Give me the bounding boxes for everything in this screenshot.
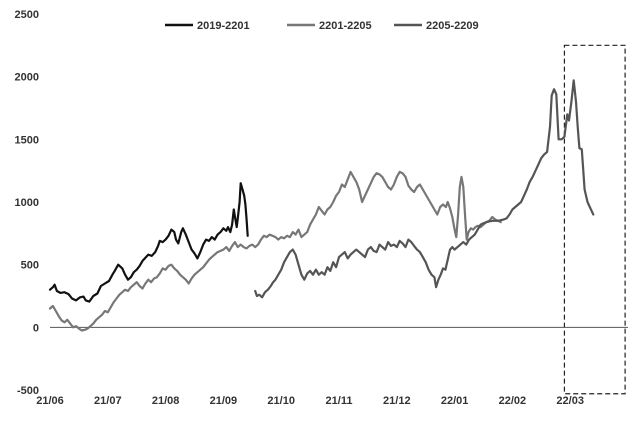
legend-item: 2205-2209 xyxy=(394,20,479,32)
y-axis-ticks: -500 0 500 1000 1500 2000 2500 xyxy=(15,9,39,397)
x-tick-label: 21/10 xyxy=(267,395,295,407)
x-tick-label: 22/03 xyxy=(556,395,584,407)
y-tick-label: 2000 xyxy=(15,72,39,84)
series-line-2205-2209 xyxy=(254,79,595,299)
x-tick-label: 21/12 xyxy=(383,395,411,407)
highlight-box-group xyxy=(563,44,626,395)
legend-item: 2201-2205 xyxy=(287,20,372,32)
chart-legend: 2019-2201 2201-2205 2205-2209 xyxy=(165,20,479,32)
x-tick-label: 21/08 xyxy=(152,395,180,407)
legend-item: 2019-2201 xyxy=(165,20,250,32)
series-lines-group xyxy=(48,79,595,332)
y-tick-label: 1000 xyxy=(15,197,39,209)
x-tick-label: 22/02 xyxy=(499,395,527,407)
x-tick-label: 21/11 xyxy=(326,395,353,407)
y-tick-label: -500 xyxy=(17,385,39,397)
legend-label: 2205-2209 xyxy=(426,20,479,32)
x-tick-label: 22/01 xyxy=(441,395,469,407)
x-tick-label: 21/06 xyxy=(36,395,64,407)
series-line-2201-2205 xyxy=(48,170,502,332)
x-tick-label: 21/07 xyxy=(94,395,122,407)
y-tick-label: 0 xyxy=(33,322,39,334)
x-axis-ticks: 21/06 21/07 21/08 21/09 21/10 21/11 21/12 22/01… xyxy=(36,395,584,407)
legend-label: 2201-2205 xyxy=(319,20,372,32)
series-line-2019-2201 xyxy=(48,182,249,303)
y-tick-label: 1500 xyxy=(15,134,39,146)
highlight-box xyxy=(563,44,626,395)
y-tick-label: 2500 xyxy=(15,9,39,21)
y-tick-label: 500 xyxy=(21,260,39,272)
x-tick-label: 21/09 xyxy=(210,395,238,407)
legend-label: 2019-2201 xyxy=(197,20,250,32)
